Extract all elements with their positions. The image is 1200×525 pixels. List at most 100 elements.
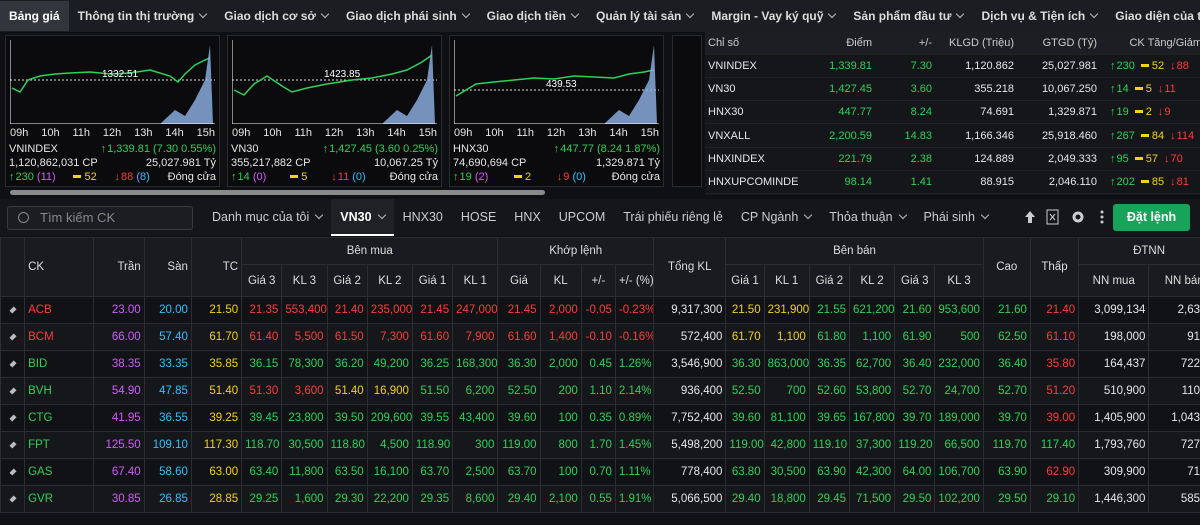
- cell: 198,000: [1078, 323, 1150, 351]
- tab[interactable]: VN30: [331, 199, 394, 236]
- tool-icons[interactable]: [1022, 209, 1112, 225]
- row: 1,120,862,031 CP 25,027.981 Tỷ: [9, 157, 216, 169]
- nav-item[interactable]: Dịch vụ & Tiện ích: [972, 9, 1106, 23]
- cell: 0.89%: [614, 404, 655, 432]
- search-box[interactable]: Tìm kiếm CK: [7, 205, 193, 230]
- change: (3.60 0.25%): [375, 143, 438, 155]
- cell: 29.45: [808, 485, 850, 513]
- cell: 1.10: [580, 377, 616, 405]
- pin-icon[interactable]: [0, 485, 26, 513]
- header-cell: Trần: [93, 237, 145, 297]
- stock-row[interactable]: BCM 66.00 57.40 61.70 61.40 5,500 61.50 7,300 61…: [0, 323, 1200, 351]
- change: (7.30 0.55%): [153, 143, 216, 155]
- pin-icon[interactable]: [0, 296, 26, 324]
- sparkline: 1423.85: [232, 40, 437, 124]
- cell: -0.05: [580, 296, 616, 324]
- nav-item[interactable]: Giao dịch phái sinh: [337, 9, 478, 23]
- cell: 37,300: [848, 431, 896, 459]
- tab[interactable]: UPCOM: [558, 210, 606, 224]
- point: 447.77: [560, 143, 594, 155]
- order-button[interactable]: Đặt lệnh: [1113, 204, 1190, 231]
- cell: 2,200.59: [813, 123, 875, 148]
- stock-row[interactable]: GVR 30.85 26.85 28.85 29.25 1,600 29.30 22,200 2…: [0, 485, 1200, 513]
- cell: 54.90: [93, 377, 145, 405]
- nav-item[interactable]: Quản lý tài sản: [587, 9, 702, 23]
- breadth: 1929: [1100, 100, 1200, 125]
- cell: 585,70: [1148, 485, 1200, 513]
- tab[interactable]: Thỏa thuận: [820, 199, 914, 236]
- cell: 1.41: [875, 170, 935, 195]
- header-cell: Bên bán: [725, 237, 984, 265]
- time-label: 10h: [41, 127, 60, 139]
- pin-icon[interactable]: [0, 350, 26, 378]
- stock-row[interactable]: ACB 23.00 20.00 21.50 21.35 553,400 21.40 235,0…: [0, 296, 1200, 324]
- cell: 309,900: [1078, 458, 1150, 486]
- nav-item[interactable]: Bảng giá: [0, 1, 69, 31]
- nav-item[interactable]: Giao diện của tôi: [1106, 9, 1200, 23]
- cell: 1,100: [848, 323, 896, 351]
- tab[interactable]: HOSE: [460, 210, 497, 224]
- sub-header-cell: KL: [539, 264, 582, 297]
- price-board: CK Trần Sàn TC Bên mua Khớp lệnh Tổng KL Bên bá…: [0, 237, 1200, 525]
- tab[interactable]: Danh mục của tôi: [203, 199, 331, 236]
- cell: 189,000: [934, 404, 984, 432]
- stock-row[interactable]: FPT 125.50 109.10 117.30 118.70 30,500 118.80 4…: [0, 431, 1200, 459]
- nav-item[interactable]: Margin - Vay ký quỹ: [702, 9, 844, 23]
- cell: 3,099,134: [1078, 296, 1150, 324]
- cell: 209,600: [366, 404, 413, 432]
- tab[interactable]: CP Ngành: [732, 199, 820, 236]
- pin-icon[interactable]: [0, 404, 26, 432]
- tab[interactable]: Trái phiếu riêng lẻ: [623, 210, 723, 224]
- index-name[interactable]: VNINDEX: [9, 143, 58, 155]
- pin-icon[interactable]: [0, 323, 26, 351]
- cell: 124.889: [935, 147, 1017, 171]
- breadth: 95 57 70: [1100, 147, 1200, 171]
- volume-area: [382, 45, 435, 124]
- row: 14 (0) 5 11 (0) Đóng cửa: [231, 171, 438, 183]
- scrollbar[interactable]: [10, 190, 545, 195]
- sub-header-cell: Giá: [497, 264, 541, 297]
- time-label: 12h: [546, 127, 566, 139]
- cell: 100: [539, 404, 582, 432]
- volume-area: [604, 45, 657, 124]
- cell: 52.70: [982, 377, 1031, 405]
- cell: 51.30: [241, 377, 283, 405]
- cell: 800: [539, 431, 582, 459]
- nav-item[interactable]: Thông tin thị trường: [69, 9, 216, 23]
- header-cell: Cao: [982, 237, 1031, 297]
- stock-row[interactable]: BID 38.35 33.35 35.85 36.15 78,300 36.20 49,200…: [0, 350, 1200, 378]
- nav-item[interactable]: Giao dịch cơ sở: [215, 9, 337, 23]
- cell: -0.16%: [614, 323, 655, 351]
- cell: 722,29: [1148, 350, 1200, 378]
- time-label: 11h: [72, 127, 91, 139]
- row: 74,690,694 CP 1,329.871 Tỷ: [453, 157, 660, 169]
- nav-item[interactable]: Sản phẩm đầu tư: [844, 9, 972, 23]
- pin-icon[interactable]: [0, 458, 26, 486]
- cell: 39.60: [497, 404, 541, 432]
- cell: 7,900: [452, 323, 499, 351]
- index-row: VNXALL2,200.5914.831,166.34625,918.46026…: [705, 123, 1200, 148]
- stock-row[interactable]: CTG 41.95 36.55 39.25 39.45 23,800 39.50 209,60…: [0, 404, 1200, 432]
- cell: 1,100: [763, 323, 810, 351]
- cell: 51.40: [326, 377, 368, 405]
- header-cell: Bên mua: [241, 237, 499, 265]
- cell: 20.00: [143, 296, 192, 324]
- cell: 29.25: [241, 485, 283, 513]
- cell: 2,000: [539, 350, 582, 378]
- tab[interactable]: Phái sinh: [915, 199, 997, 236]
- stock-row[interactable]: BVH 54.90 47.85 51.40 51.30 3,600 51.40 16,900 5…: [0, 377, 1200, 405]
- index-name[interactable]: VN30: [231, 143, 259, 155]
- cell: 2,000: [539, 296, 582, 324]
- tab[interactable]: HNX30: [402, 210, 443, 224]
- pin-header: [0, 237, 26, 297]
- stock-row[interactable]: GAS 67.40 58.60 63.00 63.40 11,800 63.50 16,100…: [0, 458, 1200, 486]
- cell: 11,800: [281, 458, 328, 486]
- tab[interactable]: HNX: [514, 210, 541, 224]
- index-name[interactable]: HNX30: [453, 143, 489, 155]
- cell: 1.91%: [614, 485, 655, 513]
- nav-item[interactable]: Giao dịch tiền: [478, 9, 587, 23]
- sub-header-cell: Giá 3: [894, 264, 936, 297]
- pin-icon[interactable]: [0, 377, 26, 405]
- pin-icon[interactable]: [0, 431, 26, 459]
- point: 1,427.45: [329, 143, 372, 155]
